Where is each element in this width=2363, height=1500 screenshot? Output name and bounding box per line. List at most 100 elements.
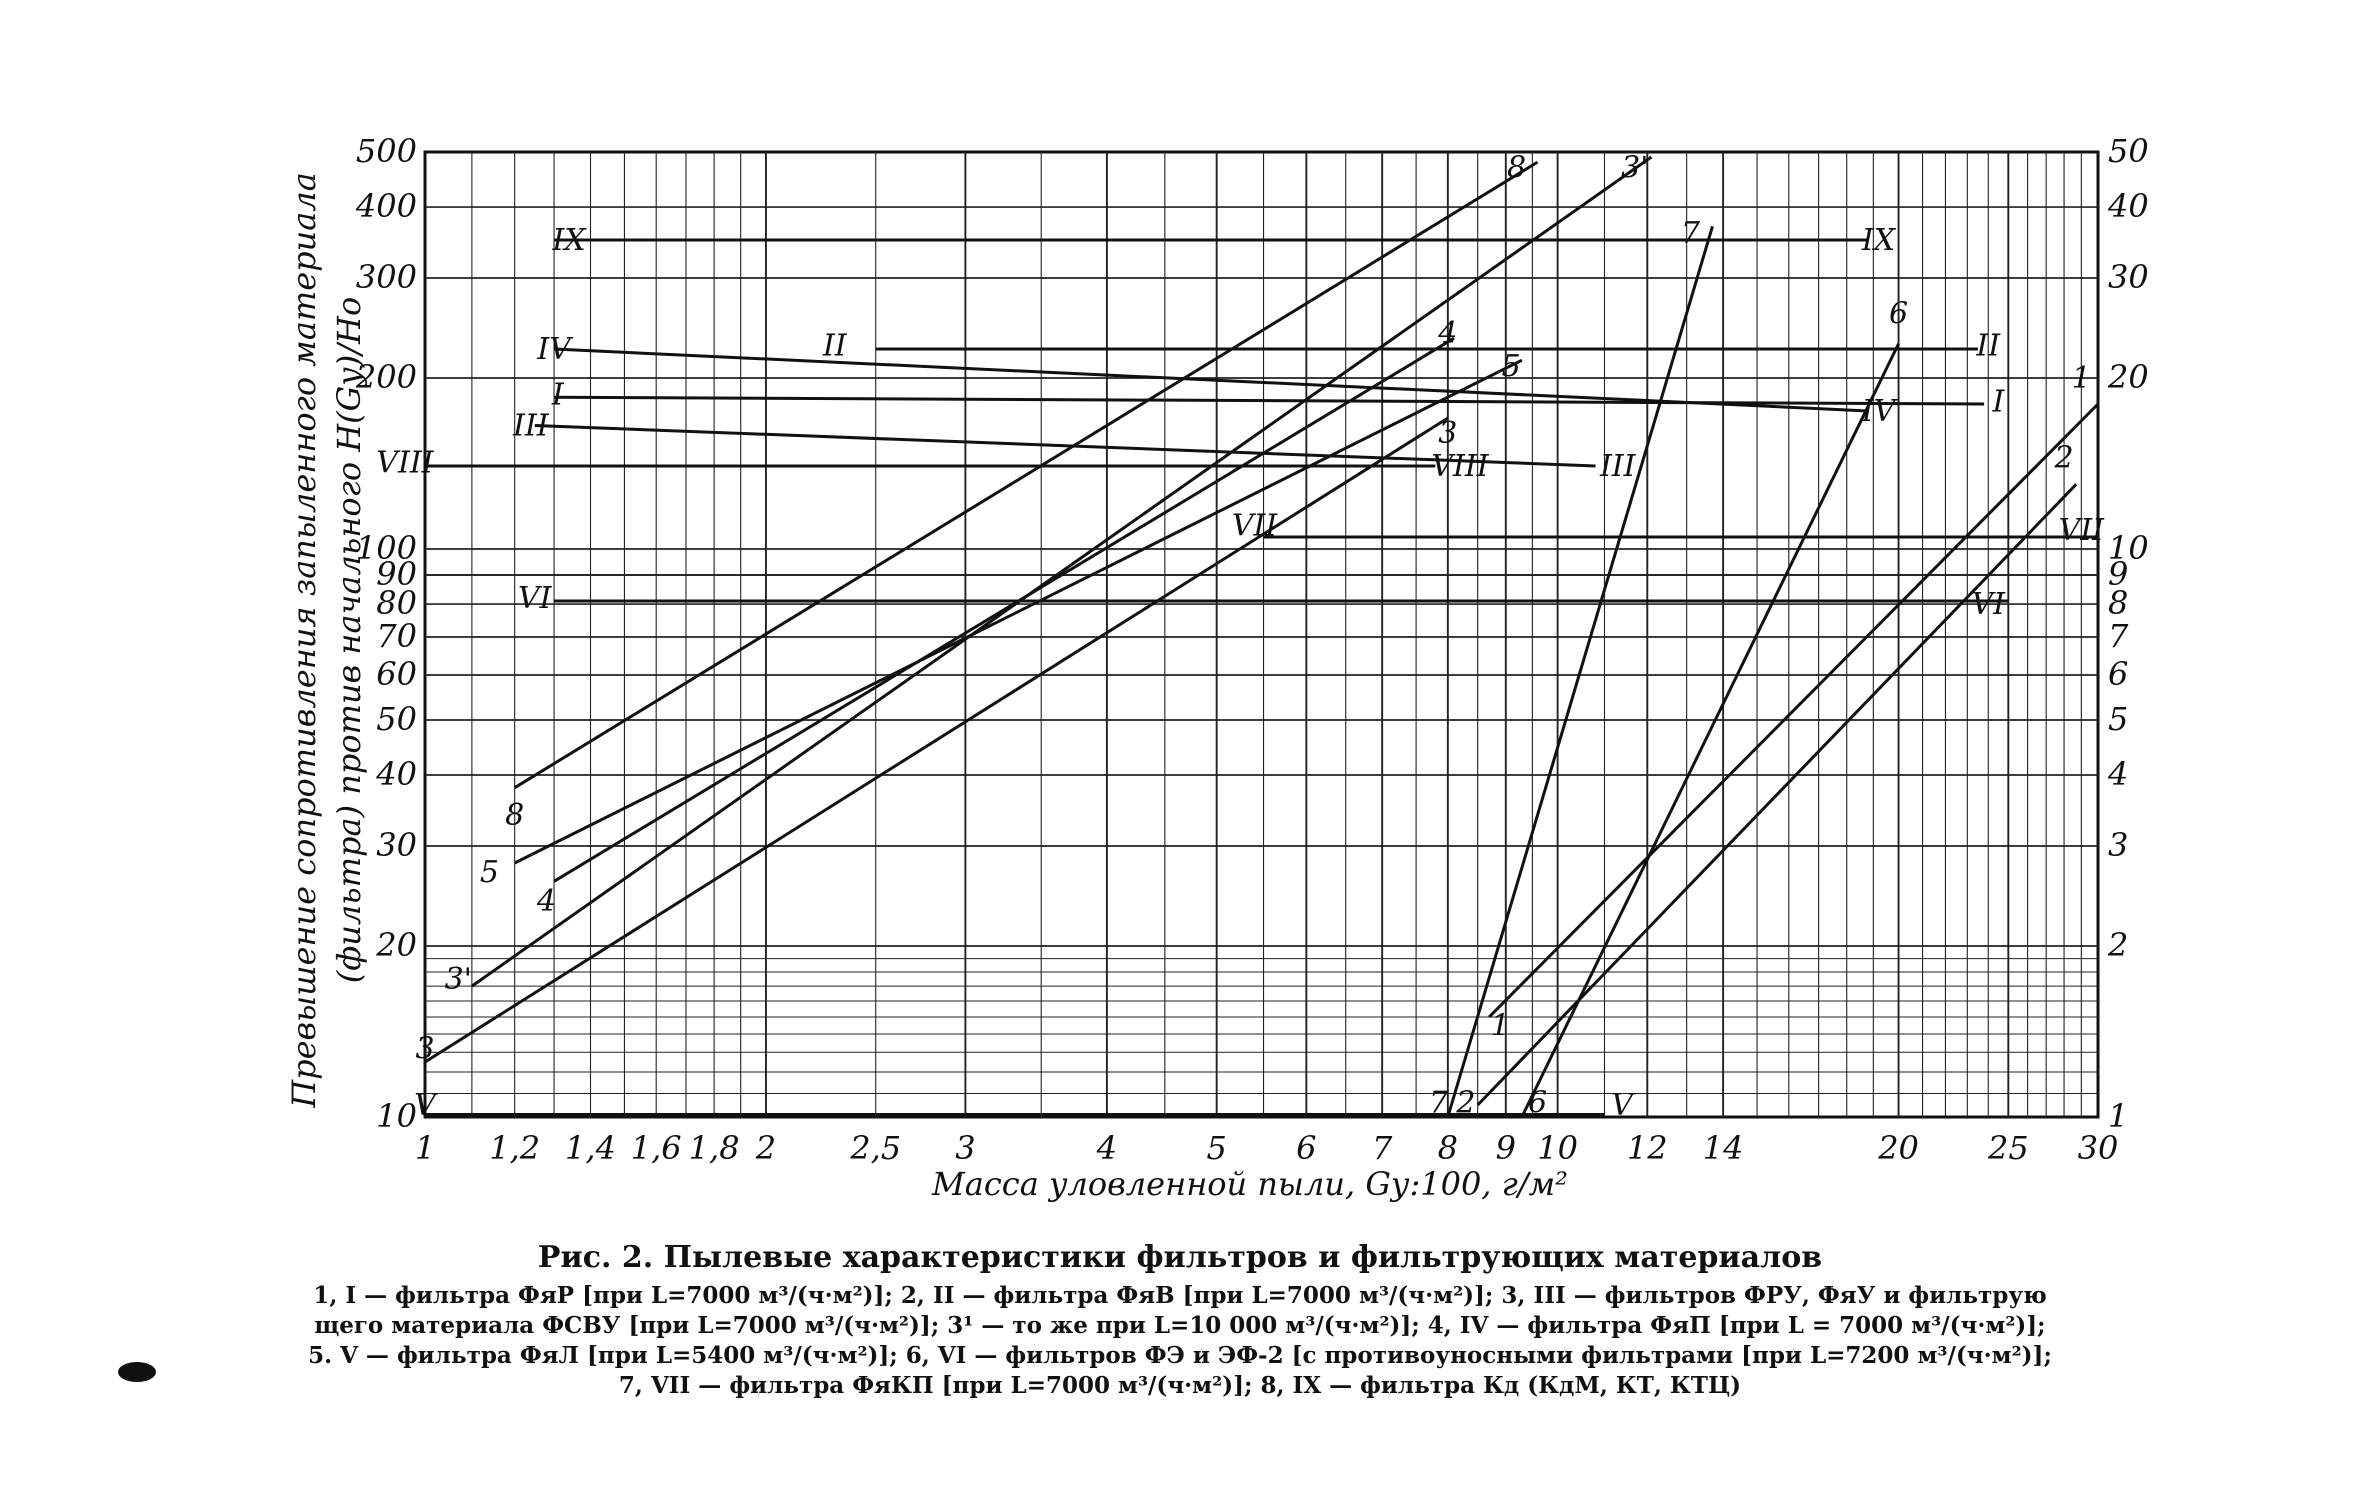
- ink-blot: [118, 1362, 156, 1382]
- y-right-tick-label: 7: [2108, 617, 2129, 655]
- series-lines: [424, 155, 2100, 1118]
- curve-label: V: [414, 1088, 439, 1123]
- curve-label: V: [1611, 1088, 1636, 1123]
- curve-label: IV: [536, 332, 574, 367]
- figure-caption-line: 1, I — фильтра ФяР [при L=7000 м³/(ч·м²)…: [313, 1282, 2047, 1309]
- curve-label: 4: [1437, 316, 1457, 351]
- y-right-tick-label: 20: [2107, 358, 2149, 396]
- figure-caption-line: 7, VII — фильтра ФяКП [при L=7000 м³/(ч·…: [618, 1372, 1742, 1399]
- curve-label: 3': [445, 962, 472, 997]
- y-axis-title-line2: (фильтра) против начального H(Gу)/Hо: [330, 297, 368, 983]
- y-left-tick-label: 30: [376, 826, 417, 864]
- curve-label: 1: [1491, 1008, 1510, 1043]
- curve-label: 6: [1889, 296, 1908, 331]
- curve-label: 6: [1528, 1086, 1547, 1121]
- x-tick-label: 7: [1372, 1129, 1393, 1167]
- y-left-tick-label: 20: [375, 926, 417, 964]
- figure-caption-line: щего материала ФСВУ [при L=7000 м³/(ч·м²…: [314, 1312, 2046, 1339]
- x-tick-label: 2: [755, 1129, 776, 1167]
- series-line: [554, 395, 1985, 406]
- series-line: [513, 160, 1539, 789]
- y-left-tick-label: 70: [376, 617, 417, 655]
- curve-label: 1: [2072, 361, 2091, 396]
- curve-label: 7: [1429, 1086, 1449, 1121]
- curve-label: IX: [551, 223, 587, 258]
- x-tick-label: 9: [1496, 1129, 1516, 1167]
- x-tick-label: 1,6: [631, 1129, 682, 1167]
- curve-label: 2: [2054, 440, 2074, 475]
- y-left-tick-label: 500: [356, 132, 417, 170]
- x-tick-label: 3: [955, 1129, 975, 1167]
- x-tick-label: 20: [1877, 1129, 1919, 1167]
- curve-label: VIII: [1431, 449, 1489, 484]
- x-tick-label: 2,5: [849, 1129, 901, 1167]
- curve-label: 4: [536, 884, 556, 919]
- curve-label: VII: [2059, 513, 2106, 548]
- curve-label: 7: [1681, 216, 1701, 251]
- series-line: [471, 155, 1653, 988]
- curve-label: II: [1975, 329, 2001, 364]
- x-axis-title: Масса уловленной пыли, Gу:100, г/м²: [931, 1165, 1568, 1203]
- curve-label: VI: [518, 581, 553, 616]
- plot-frame: [423, 150, 2100, 1119]
- figure-caption-line: 5. V — фильтра ФяЛ [при L=5400 м³/(ч·м²)…: [308, 1342, 2052, 1369]
- curve-label: VIII: [376, 446, 434, 481]
- x-tick-label: 12: [1627, 1129, 1668, 1167]
- y-right-tick-label: 8: [2108, 584, 2128, 622]
- curve-label: 5: [1502, 349, 1521, 384]
- curve-label: I: [1991, 384, 2005, 419]
- y-axis-title-line1: Превышение сопротивления запыленного мат…: [285, 172, 323, 1109]
- y-left-tick-label: 200: [355, 358, 417, 396]
- curve-label: IX: [1861, 223, 1897, 258]
- y-right-tick-label: 9: [2108, 555, 2128, 593]
- y-right-tick-label: 5: [2108, 700, 2128, 738]
- x-tick-label: 6: [1296, 1129, 1316, 1167]
- curve-label: III: [512, 408, 550, 443]
- x-tick-label: 1,4: [565, 1129, 616, 1167]
- series-line: [514, 358, 1523, 865]
- curve-label: VII: [1232, 508, 1279, 543]
- curve-label: 5: [480, 855, 499, 890]
- curve-label: VI: [1971, 587, 2006, 622]
- y-left-tick-label: 300: [356, 258, 417, 296]
- y-left-tick-label: 90: [376, 555, 417, 593]
- series-line: [424, 416, 1449, 1064]
- x-tick-label: 1,8: [689, 1129, 740, 1167]
- grid: [423, 150, 2100, 1119]
- x-tick-label: 30: [2078, 1129, 2119, 1167]
- y-left-tick-label: 40: [375, 755, 417, 793]
- y-right-tick-label: 40: [2107, 187, 2149, 225]
- y-right-tick-label: 3: [2108, 826, 2128, 864]
- curve-label: 8: [505, 798, 524, 833]
- curve-label: I: [551, 378, 565, 413]
- x-tick-label: 8: [1438, 1129, 1458, 1167]
- x-tick-label: 25: [1987, 1129, 2029, 1167]
- x-tick-label: 5: [1206, 1129, 1226, 1167]
- y-left-tick-label: 400: [355, 187, 417, 225]
- curve-label: 3: [415, 1032, 434, 1067]
- y-left-tick-label: 100: [356, 529, 417, 567]
- curve-label: 8: [1507, 150, 1526, 185]
- series-line: [1446, 225, 1714, 1118]
- curve-label: 3': [1621, 150, 1648, 185]
- y-right-tick-label: 2: [2107, 926, 2128, 964]
- x-tick-label: 1,2: [489, 1129, 540, 1167]
- y-left-tick-label: 50: [376, 700, 417, 738]
- series-line: [1476, 483, 2078, 1107]
- curve-label: 2: [1455, 1086, 1475, 1121]
- x-tick-label: 1: [415, 1129, 435, 1167]
- tick-labels: 1 1,2 1,4 1,6 1,8 2 2,5 3 4 5 6 7 8 9 10 12 14 20 25 301020…: [355, 132, 2149, 1167]
- curve-label: II: [822, 329, 848, 364]
- curve-label: IV: [1861, 394, 1899, 429]
- y-right-tick-label: 6: [2108, 655, 2128, 693]
- y-left-tick-label: 60: [376, 655, 417, 693]
- series-line: [553, 336, 1455, 883]
- y-right-tick-label: 50: [2108, 132, 2149, 170]
- y-right-tick-label: 10: [2108, 529, 2149, 567]
- series-line: [1488, 402, 2100, 1019]
- x-tick-label: 14: [1703, 1129, 1744, 1167]
- y-right-tick-label: 30: [2108, 258, 2149, 296]
- y-right-tick-label: 4: [2107, 755, 2128, 793]
